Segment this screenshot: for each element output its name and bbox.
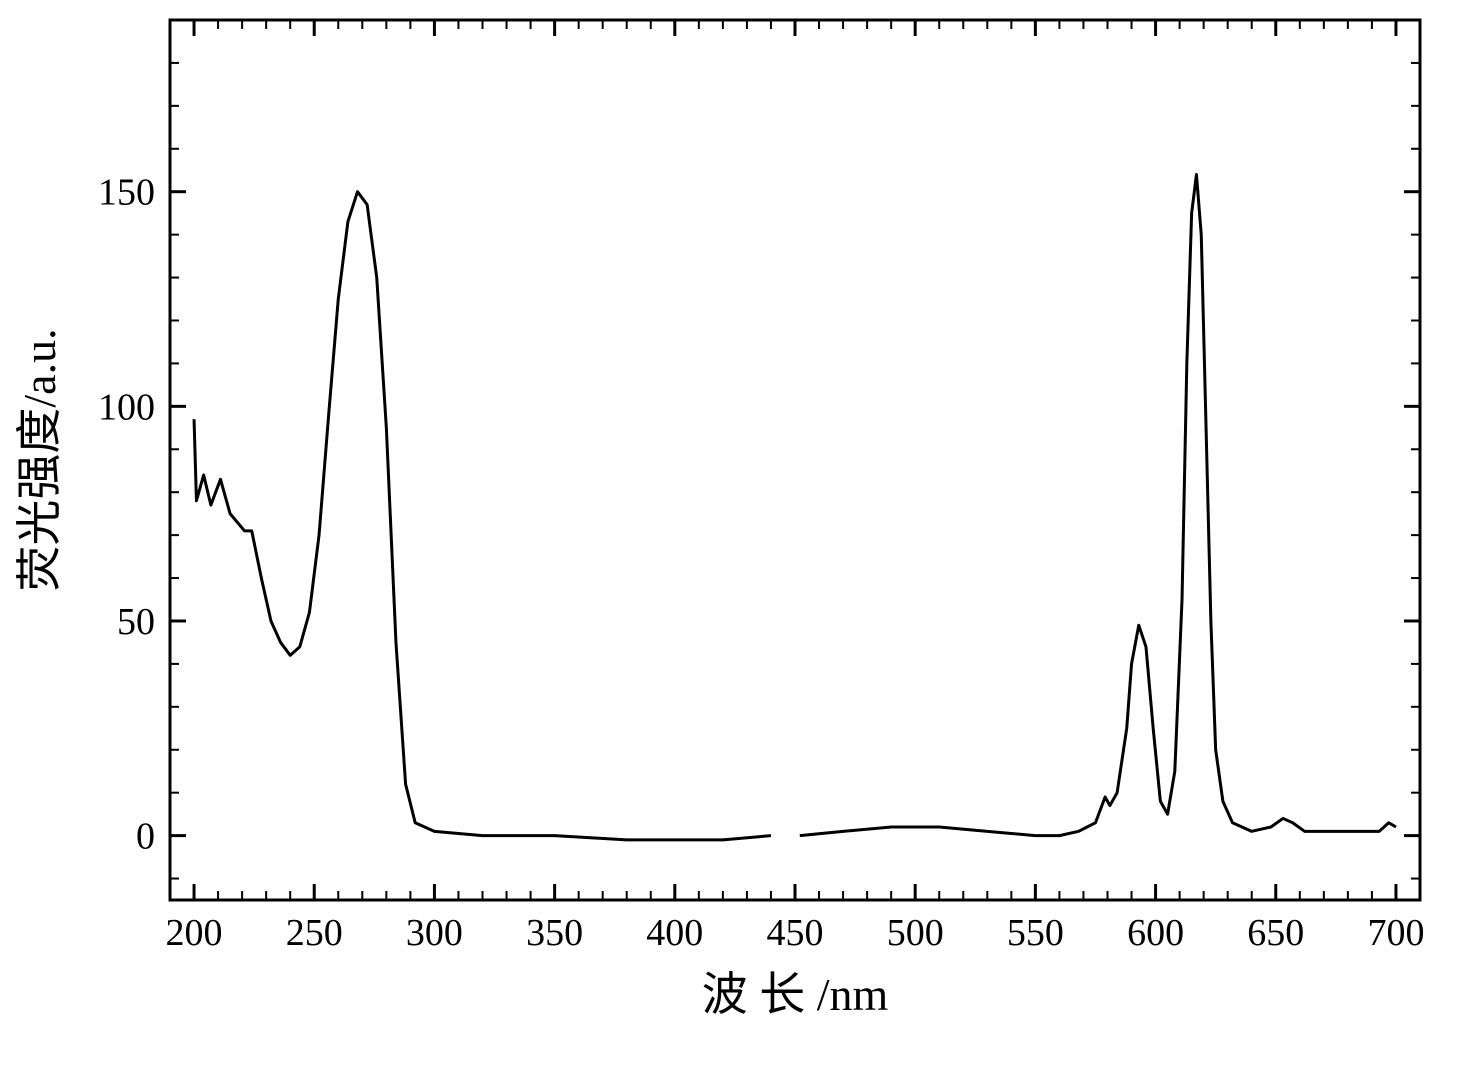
x-tick-label: 350	[526, 912, 583, 954]
y-tick-label: 50	[117, 601, 155, 643]
x-tick-label: 300	[406, 912, 463, 954]
x-tick-label: 200	[166, 912, 223, 954]
x-tick-label: 550	[1007, 912, 1064, 954]
y-tick-label: 150	[98, 172, 155, 214]
x-tick-label: 250	[286, 912, 343, 954]
x-tick-label: 500	[887, 912, 944, 954]
y-axis-label: 荧光强度/a.u.	[14, 328, 65, 591]
y-tick-label: 100	[98, 386, 155, 428]
x-axis-label: 波 长 /nm	[702, 969, 889, 1020]
x-tick-label: 450	[767, 912, 824, 954]
series-emission	[800, 175, 1396, 836]
x-tick-label: 700	[1367, 912, 1424, 954]
x-tick-label: 400	[646, 912, 703, 954]
chart-svg: 200 250 300 350 400 450 500 550 600 650 700 0 50 100 1…	[0, 0, 1461, 1083]
series-fluorescence	[194, 192, 771, 840]
x-tick-label: 600	[1127, 912, 1184, 954]
x-tick-label: 650	[1247, 912, 1304, 954]
spectrum-chart: 200 250 300 350 400 450 500 550 600 650 700 0 50 100 1…	[0, 0, 1461, 1083]
y-tick-label: 0	[136, 816, 155, 858]
